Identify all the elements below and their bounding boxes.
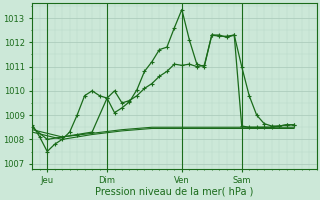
X-axis label: Pression niveau de la mer( hPa ): Pression niveau de la mer( hPa ) (95, 187, 253, 197)
